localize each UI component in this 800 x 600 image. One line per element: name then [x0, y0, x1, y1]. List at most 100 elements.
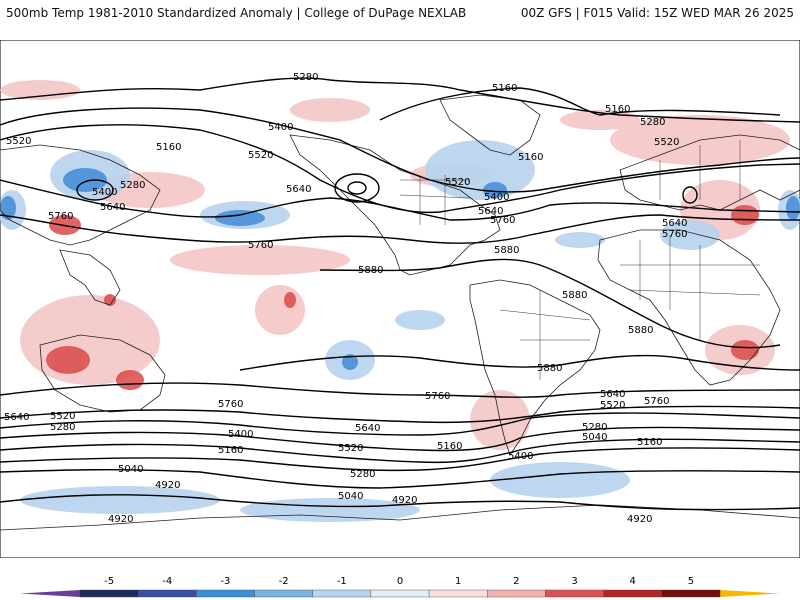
contour-label: 5400	[508, 451, 533, 462]
anomaly-map: 5280 5160 5160 5280 5520 5400 5160 5520 …	[0, 40, 800, 558]
colorbar-tick-label: 1	[455, 576, 461, 587]
colorbar-tick-label: -5	[104, 576, 114, 587]
closed-low-asia	[76, 179, 114, 201]
closed-low-inner	[347, 181, 367, 195]
header: 500mb Temp 1981-2010 Standardized Anomal…	[0, 0, 800, 40]
contour-label: 4920	[108, 514, 133, 525]
colorbar-tick-label: 5	[688, 576, 694, 587]
height-contours	[0, 77, 800, 511]
colorbar-tick-label: -4	[162, 576, 172, 587]
contour-label: 5640	[4, 412, 29, 423]
colorbar-segment	[137, 589, 197, 598]
closed-low-pacific	[334, 173, 380, 203]
colorbar-high-extension	[720, 590, 780, 597]
contour-label: 5280	[350, 469, 375, 480]
colorbar-segment	[254, 589, 313, 598]
contour-5760-north	[0, 214, 800, 244]
colorbar-segment	[196, 589, 255, 598]
southeast-asia-coast	[59, 249, 121, 306]
contour-label: 5160	[156, 142, 181, 153]
contour-label: 5400	[228, 429, 253, 440]
colorbar-tick-label: 0	[397, 576, 403, 587]
colorbar: -5 -4 -3 -2 -1 0 1 2 3 4 5	[20, 576, 780, 598]
contour-label: 5880	[494, 245, 519, 256]
contour-label: 5280	[640, 117, 665, 128]
contour-5160-north	[379, 87, 781, 121]
contour-5400-north	[0, 107, 800, 193]
contour-label: 5760	[248, 240, 273, 251]
contour-label: 5760	[48, 211, 73, 222]
contour-label: 5280	[50, 422, 75, 433]
contour-label: 5160	[637, 437, 662, 448]
contour-5040-south	[0, 468, 800, 489]
contour-label: 5160	[492, 83, 517, 94]
contour-label: 5880	[537, 363, 562, 374]
contour-label: 5520	[654, 137, 679, 148]
contour-label: 5160	[218, 445, 243, 456]
colorbar-low-extension	[20, 590, 80, 597]
colorbar-tick-label: 3	[571, 576, 577, 587]
contour-label: 5040	[338, 491, 363, 502]
colorbar-segment	[487, 589, 546, 598]
colorbar-segment	[603, 589, 663, 598]
colorbar-ticks: -5 -4 -3 -2 -1 0 1 2 3 4 5	[104, 576, 694, 587]
contour-4920-south	[0, 494, 800, 511]
contour-label: 5520	[445, 177, 470, 188]
contour-label: 5760	[218, 399, 243, 410]
contour-label: 5280	[293, 72, 318, 83]
contour-5880-north	[319, 258, 781, 349]
south-america-coast	[469, 279, 601, 456]
colorbar-segment	[428, 589, 488, 598]
contour-label: 5280	[120, 180, 145, 191]
contour-label: 5400	[92, 187, 117, 198]
contour-5880-south	[239, 354, 800, 371]
map-title: 500mb Temp 1981-2010 Standardized Anomal…	[6, 6, 467, 20]
contour-label: 4920	[392, 495, 417, 506]
contour-label: 5160	[605, 104, 630, 115]
contour-label: 5160	[518, 152, 543, 163]
contour-label: 4920	[627, 514, 652, 525]
contour-label: 5520	[6, 136, 31, 147]
contour-label: 5520	[248, 150, 273, 161]
contour-label: 5640	[100, 202, 125, 213]
borders	[399, 140, 761, 380]
colorbar-segment	[370, 589, 430, 598]
east-asia-coast	[0, 144, 161, 246]
contour-label: 5880	[358, 265, 383, 276]
contour-label: 5640	[355, 423, 380, 434]
contour-5280-south	[0, 438, 800, 464]
colorbar-segment	[545, 589, 604, 598]
contour-5280-north	[0, 77, 800, 123]
contour-5520-south	[0, 412, 800, 436]
anomaly-shading	[0, 80, 800, 522]
contour-label: 5400	[484, 192, 509, 203]
contour-label: 5640	[286, 184, 311, 195]
colorbar-segment	[661, 589, 721, 598]
closed-low-atlantic	[682, 186, 698, 204]
contour-label: 5520	[600, 400, 625, 411]
contour-label: 5640	[662, 218, 687, 229]
contour-5640-south	[0, 405, 800, 424]
europe-asia-coast	[619, 134, 800, 211]
contour-label: 5880	[562, 290, 587, 301]
contour-label: 5640	[600, 389, 625, 400]
colorbar-tick-label: -1	[337, 576, 347, 587]
colorbar-tick-label: 2	[513, 576, 519, 587]
colorbar-segments	[20, 589, 780, 598]
contour-label: 5280	[582, 422, 607, 433]
contour-label: 5520	[338, 443, 363, 454]
contour-labels: 5280 5160 5160 5280 5520 5400 5160 5520 …	[4, 72, 687, 525]
colorbar-segment	[79, 589, 139, 598]
contour-label: 5760	[490, 215, 515, 226]
contour-label: 4920	[155, 480, 180, 491]
contour-label: 5400	[268, 122, 293, 133]
contour-label: 5160	[437, 441, 462, 452]
contour-label: 5760	[644, 396, 669, 407]
contour-label: 5520	[50, 411, 75, 422]
contour-label: 5040	[118, 464, 143, 475]
contour-label: 5760	[425, 391, 450, 402]
contour-label: 5040	[582, 432, 607, 443]
model-valid-time: 00Z GFS | F015 Valid: 15Z WED MAR 26 202…	[520, 6, 794, 20]
contour-5160-south	[0, 447, 800, 472]
colorbar-tick-label: -3	[220, 576, 230, 587]
